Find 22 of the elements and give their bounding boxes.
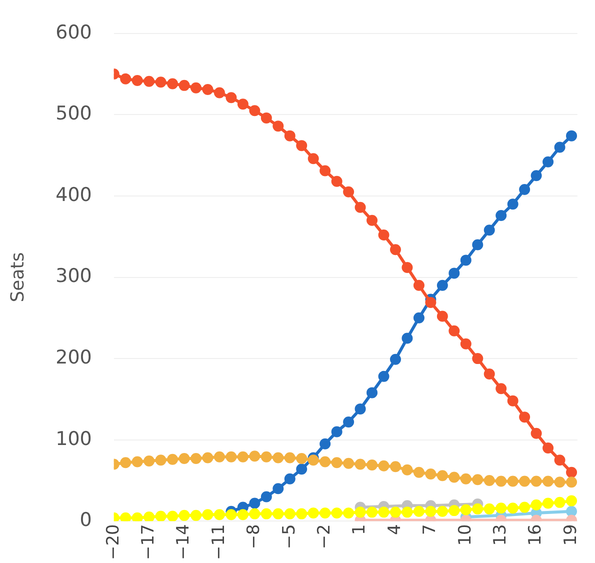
y-tick-label: 300 xyxy=(56,265,92,288)
y-tick-label: 100 xyxy=(56,428,92,450)
y-axis-title: Seats xyxy=(7,252,28,302)
x-tick-label: −11 xyxy=(208,524,229,560)
x-tick-label: 10 xyxy=(455,524,476,546)
x-tick-label: −8 xyxy=(244,524,264,550)
x-tick-label: 7 xyxy=(420,524,440,535)
x-tick-label: 19 xyxy=(560,524,581,546)
x-tick-label: 1 xyxy=(350,524,370,535)
x-tick-label: 13 xyxy=(490,524,511,546)
y-tick-label: 600 xyxy=(56,21,92,44)
x-tick-label: 4 xyxy=(384,524,405,535)
x-tick-label: −14 xyxy=(174,524,194,560)
y-tick-label: 0 xyxy=(80,509,92,532)
x-tick-label: −20 xyxy=(103,524,124,560)
y-tick-label: 500 xyxy=(56,102,92,125)
x-tick-label: −2 xyxy=(314,524,335,550)
x-tick-label: −5 xyxy=(279,524,300,550)
x-tick-label: 16 xyxy=(526,524,546,546)
x-tick-label: −17 xyxy=(138,524,158,560)
y-tick-label: 400 xyxy=(56,184,92,206)
y-tick-label: 200 xyxy=(56,346,92,368)
